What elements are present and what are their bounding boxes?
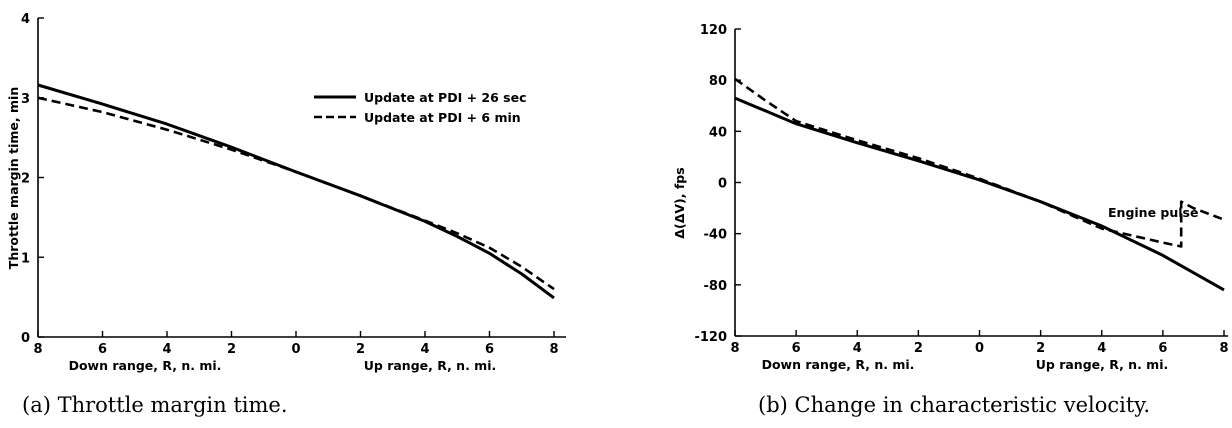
panel-a-x-tick-label: 6	[485, 342, 494, 357]
panel-a-x-tick-label: 0	[291, 342, 300, 357]
panel-b-series-dashed-line	[734, 77, 1225, 248]
panel-a-series-dashed-line	[37, 96, 555, 291]
panel-a-x-axis-title-left: Down range, R, n. mi.	[69, 358, 222, 373]
panel-b-x-tick-label: 2	[1036, 341, 1045, 356]
panel-a-y-axis-title: Throttle margin time, min	[6, 87, 21, 269]
panel-a-caption: (a) Throttle margin time.	[22, 393, 288, 417]
panel-b-series-solid-line	[734, 96, 1225, 292]
panel-b-y-tick-label: -120	[694, 330, 727, 345]
panel-b-x-tick-label: 6	[792, 341, 801, 356]
panel-a-y-tick-label: 2	[21, 172, 30, 187]
panel-b-x-tick-label: 4	[1097, 341, 1106, 356]
panel-a-y-tick-label: 3	[21, 92, 30, 107]
panel-a-x-tick-label: 2	[227, 342, 236, 357]
panel-b-x-tick-label: 4	[853, 341, 862, 356]
panel-a-x-tick-label: 8	[549, 342, 558, 357]
panel-b-y-tick-label: 80	[709, 74, 727, 89]
panel-b-ticks: -120 -80 -40 0 40 80 120 8 6 4 2 0 2 4 6 8	[694, 23, 1228, 356]
panel-a-ticks: 0 1 2 3 4 8 6 4 2 0 2 4 6 8	[21, 12, 559, 357]
panel-a-legend: Update at PDI + 26 sec Update at PDI + 6…	[314, 90, 527, 125]
panel-b-y-tick-label: 40	[709, 125, 727, 140]
panel-b-y-tick-label: -40	[704, 228, 728, 243]
panel-a-x-tick-label: 4	[162, 342, 171, 357]
panel-b-y-axis-title: Δ(ΔV), fps	[672, 167, 687, 238]
panel-b-y-tick-label: 120	[700, 23, 727, 38]
panel-b-x-axis-title-right: Up range, R, n. mi.	[1036, 357, 1169, 372]
panel-a-series-lines	[37, 83, 555, 300]
engine-pulse-annotation: Engine pulse	[1108, 205, 1198, 220]
panel-a-y-tick-label: 0	[21, 331, 30, 346]
panel-a-x-tick-label: 6	[98, 342, 107, 357]
legend-label-dashed: Update at PDI + 6 min	[364, 110, 521, 125]
panel-b-y-tick-label: -80	[704, 279, 728, 294]
panel-b-x-tick-label: 6	[1158, 341, 1167, 356]
panel-b-x-tick-label: 8	[1219, 341, 1228, 356]
panel-b-x-tick-label: 8	[730, 341, 739, 356]
panel-a-x-axis-title-right: Up range, R, n. mi.	[364, 358, 497, 373]
legend-label-solid: Update at PDI + 26 sec	[364, 90, 527, 105]
panel-a-x-tick-label: 8	[33, 342, 42, 357]
panel-b-x-tick-label: 0	[975, 341, 984, 356]
panel-b-y-tick-label: 0	[718, 177, 727, 192]
panel-a-y-tick-label: 4	[21, 12, 30, 27]
panel-b-series-lines	[734, 77, 1225, 292]
panel-b-x-axis-title-left: Down range, R, n. mi.	[762, 357, 915, 372]
panel-b-caption: (b) Change in characteristic velocity.	[758, 393, 1150, 417]
panel-a-x-tick-label: 2	[356, 342, 365, 357]
panel-a-x-tick-label: 4	[420, 342, 429, 357]
panel-a-y-tick-label: 1	[21, 251, 30, 266]
panel-b-x-tick-label: 2	[914, 341, 923, 356]
panel-b-characteristic-velocity: -120 -80 -40 0 40 80 120 8 6 4 2 0 2 4 6 8 Δ(ΔV), fps D…	[672, 23, 1229, 417]
panel-a-throttle-margin: 0 1 2 3 4 8 6 4 2 0 2 4 6 8 Throttle margin time, min…	[6, 12, 566, 417]
